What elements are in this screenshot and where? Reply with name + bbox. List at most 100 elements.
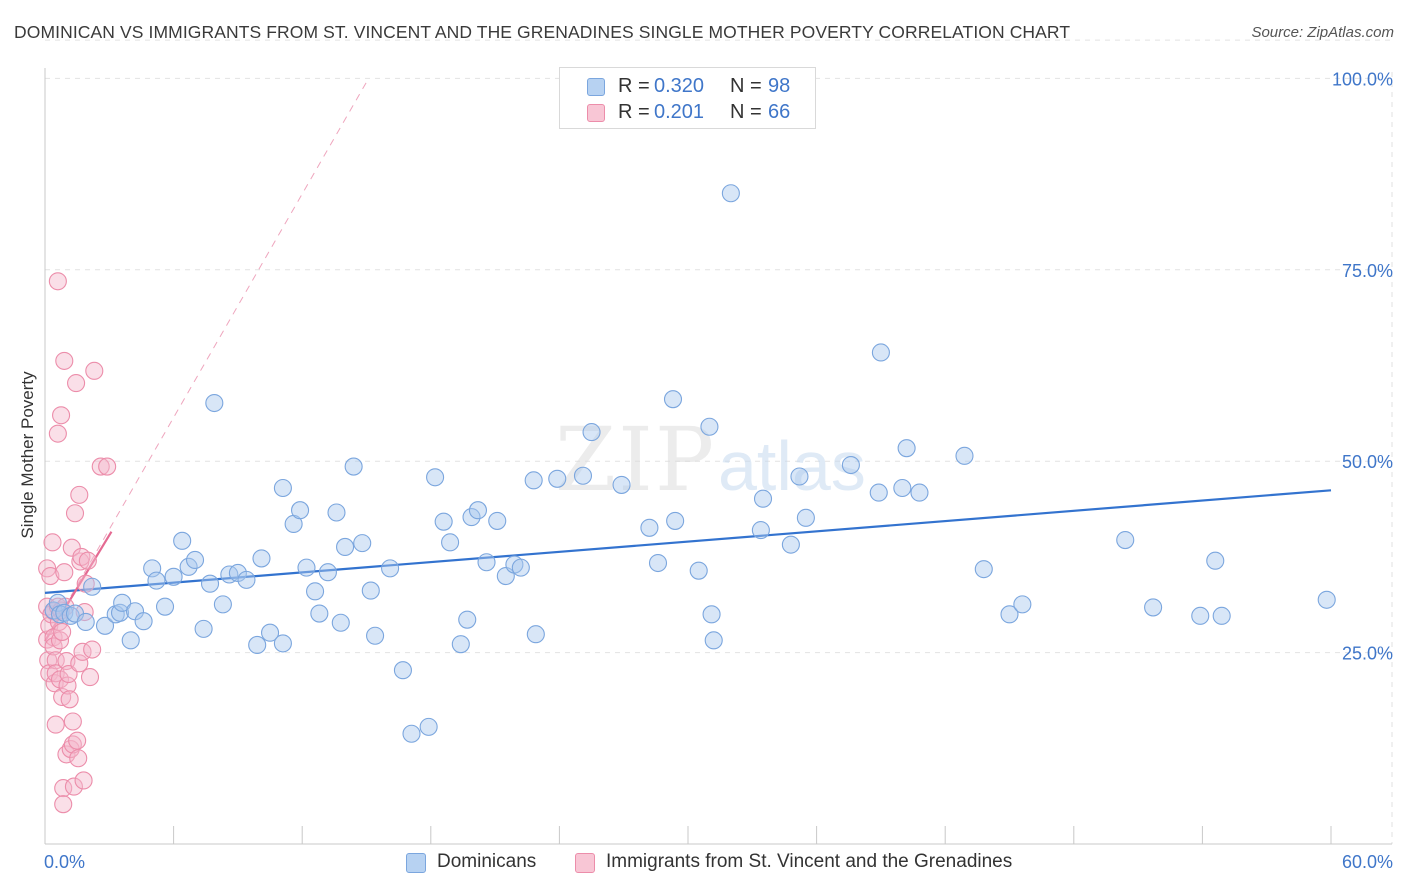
source-credit: Source: ZipAtlas.com xyxy=(1251,24,1394,41)
y-tick-label: 50.0% xyxy=(1342,452,1393,472)
data-point-dominicans xyxy=(700,417,719,436)
data-point-dominicans xyxy=(426,468,445,487)
data-point-dominicans xyxy=(869,483,888,502)
data-point-immigrants xyxy=(55,351,74,370)
data-point-dominicans xyxy=(205,393,224,413)
data-point-dominicans xyxy=(582,423,601,442)
data-point-dominicans xyxy=(366,626,385,645)
gridlines xyxy=(45,39,1393,844)
data-point-immigrants xyxy=(74,771,93,790)
chart-title: DOMINICAN VS IMMIGRANTS FROM ST. VINCENT… xyxy=(14,22,1071,42)
watermark-zip: ZIP xyxy=(555,408,716,511)
data-point-dominicans xyxy=(393,661,412,680)
trend-line-immigrants-extension xyxy=(44,78,370,642)
data-point-immigrants xyxy=(53,687,72,707)
legend-r-label: R = xyxy=(618,75,650,97)
data-point-dominicans xyxy=(155,597,175,616)
data-point-immigrants xyxy=(63,712,82,731)
data-point-dominicans xyxy=(419,717,438,736)
correlation-legend: R = 0.320 N = 98 R = 0.201 N = 66 xyxy=(559,67,816,129)
y-tick-label: 75.0% xyxy=(1342,261,1393,281)
series-blue-points xyxy=(44,184,1336,743)
data-point-immigrants xyxy=(83,640,102,659)
data-point-immigrants xyxy=(54,795,73,814)
data-point-dominicans xyxy=(318,563,337,582)
data-point-dominicans xyxy=(185,550,205,570)
data-point-dominicans xyxy=(194,619,213,638)
data-point-dominicans xyxy=(1206,551,1225,570)
data-point-dominicans xyxy=(273,634,292,653)
data-point-dominicans xyxy=(121,631,140,650)
data-point-immigrants xyxy=(55,563,74,582)
data-point-dominicans xyxy=(381,559,400,578)
data-point-immigrants xyxy=(59,664,78,684)
watermark: ZIP atlas xyxy=(555,408,866,511)
data-point-dominicans xyxy=(1317,590,1336,609)
data-point-dominicans xyxy=(113,593,132,612)
data-point-dominicans xyxy=(753,489,773,508)
data-point-immigrants xyxy=(49,612,68,632)
data-point-dominicans xyxy=(721,184,740,203)
data-point-dominicans xyxy=(1116,531,1135,550)
data-point-dominicans xyxy=(702,605,721,624)
trend-line-dominicans xyxy=(44,489,1332,594)
data-point-dominicans xyxy=(663,390,683,409)
data-point-dominicans xyxy=(897,439,916,458)
data-point-immigrants xyxy=(75,602,94,622)
data-point-dominicans xyxy=(402,724,421,743)
data-point-dominicans xyxy=(76,612,95,632)
data-point-dominicans xyxy=(910,483,929,502)
data-point-dominicans xyxy=(640,518,659,537)
data-point-dominicans xyxy=(331,613,350,632)
data-point-dominicans xyxy=(1013,595,1032,614)
data-point-dominicans xyxy=(83,577,102,596)
legend-n-label: N = xyxy=(730,75,762,97)
x-tick-min: 0.0% xyxy=(44,852,86,872)
legend-r-label: R = xyxy=(618,101,650,123)
data-point-dominicans xyxy=(955,446,974,465)
data-point-dominicans xyxy=(252,549,271,568)
data-point-immigrants xyxy=(67,374,86,393)
data-point-dominicans xyxy=(648,553,668,573)
data-point-dominicans xyxy=(451,635,470,654)
data-point-dominicans xyxy=(147,571,166,590)
data-point-immigrants xyxy=(65,504,85,523)
data-point-dominicans xyxy=(751,521,770,540)
data-point-dominicans xyxy=(248,635,267,654)
legend-n-value: 98 xyxy=(768,75,791,97)
data-point-dominicans xyxy=(173,531,192,550)
data-point-dominicans xyxy=(336,537,355,556)
legend-swatch-pink xyxy=(587,104,605,122)
data-point-dominicans xyxy=(573,466,593,485)
data-point-dominicans xyxy=(361,581,380,600)
data-point-immigrants xyxy=(78,551,97,570)
legend-row-immigrants: R = 0.201 N = 66 xyxy=(560,101,815,127)
data-point-dominicans xyxy=(462,508,481,527)
data-point-dominicans xyxy=(1000,605,1019,624)
data-point-immigrants xyxy=(85,361,104,380)
series-legend: Dominicans Immigrants from St. Vincent a… xyxy=(0,851,1406,877)
data-point-dominicans xyxy=(306,582,325,601)
data-point-dominicans xyxy=(1144,598,1163,617)
watermark-atlas: atlas xyxy=(718,427,866,505)
data-point-dominicans xyxy=(704,631,723,650)
data-point-dominicans xyxy=(524,471,543,490)
data-point-dominicans xyxy=(344,457,363,476)
legend-r-value: 0.201 xyxy=(654,101,705,123)
legend-swatch-pink xyxy=(575,853,595,873)
data-point-immigrants xyxy=(41,566,60,586)
data-point-dominicans xyxy=(273,478,292,498)
data-point-dominicans xyxy=(893,478,912,498)
legend-swatch-blue xyxy=(587,78,605,96)
data-point-dominicans xyxy=(871,343,890,362)
data-point-dominicans xyxy=(612,475,631,494)
data-point-immigrants xyxy=(43,533,62,552)
data-point-dominicans xyxy=(310,604,329,623)
data-point-immigrants xyxy=(50,670,70,689)
data-point-immigrants xyxy=(62,538,81,557)
data-point-dominicans xyxy=(164,567,183,586)
data-point-immigrants xyxy=(48,272,67,291)
data-point-immigrants xyxy=(46,715,65,734)
data-point-dominicans xyxy=(213,595,232,614)
